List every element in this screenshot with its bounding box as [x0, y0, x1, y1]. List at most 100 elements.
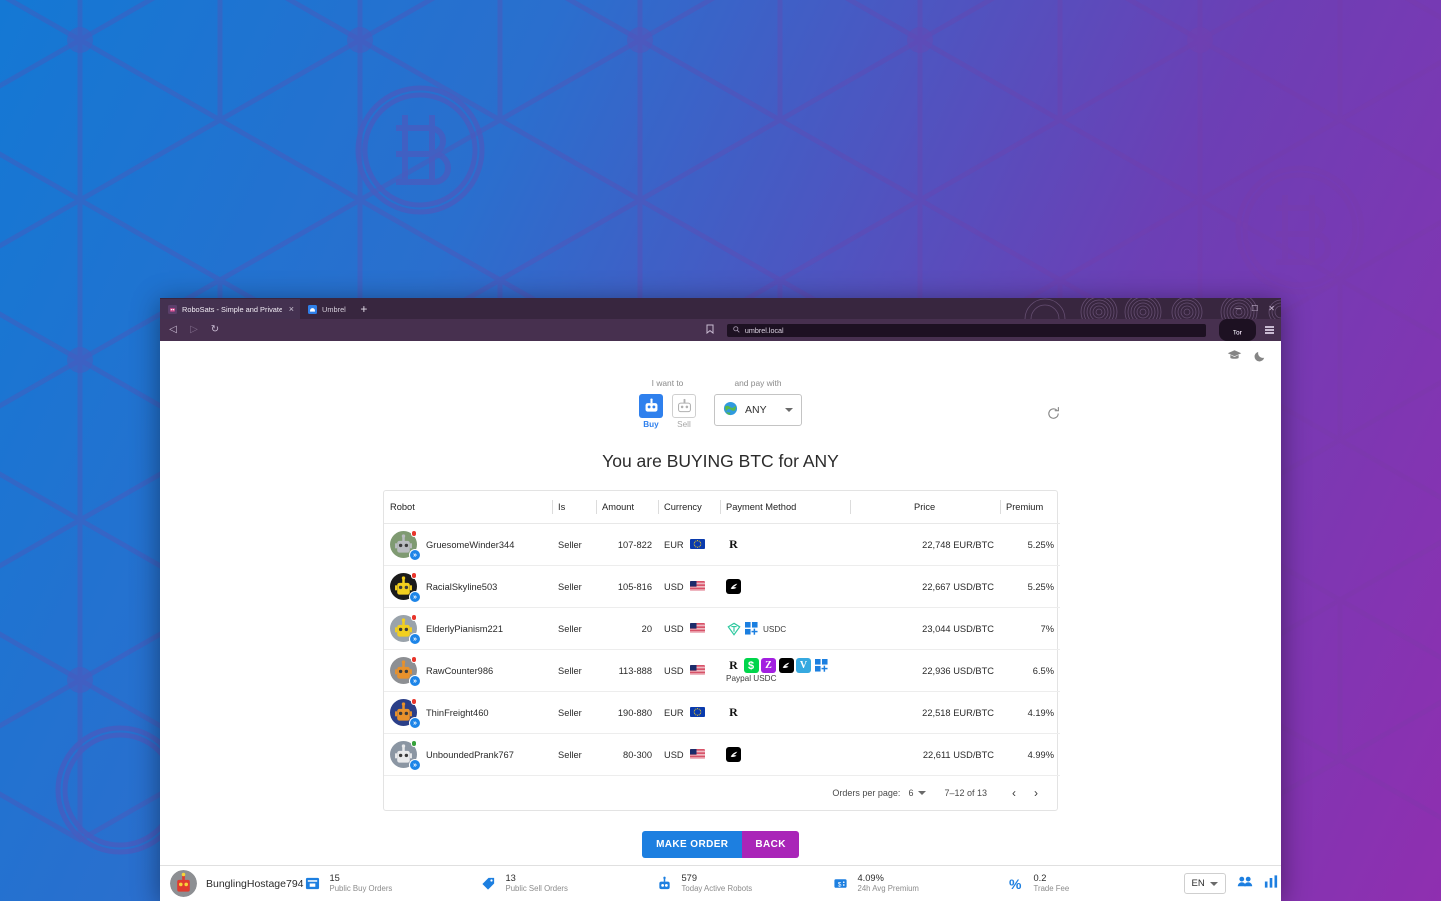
orders-table-card: Robot Is Amount Currency Payment Method …: [383, 490, 1060, 811]
table-row[interactable]: » RawCounter986 Seller 113-888 USD R $ Z V …: [384, 649, 1060, 692]
eu-flag: [690, 707, 706, 717]
svg-text:%: %: [1009, 876, 1022, 892]
table-row[interactable]: » ThinFreight460 Seller 190-880 EUR R 22…: [384, 691, 1060, 734]
graduation-cap-icon[interactable]: [1227, 349, 1242, 367]
avatar: »: [390, 656, 421, 687]
cell-payment-method: [720, 733, 850, 776]
search-icon: [733, 325, 740, 335]
robot-nickname: GruesomeWinder344: [426, 539, 515, 550]
cell-premium: 5.25%: [1000, 523, 1060, 566]
forward-button[interactable]: ▷: [190, 324, 198, 335]
hamburger-menu-icon[interactable]: [1265, 326, 1275, 334]
strike-icon: [726, 747, 741, 762]
profile-name: BunglingHostage794: [206, 877, 304, 890]
status-stat-price-tag: $ 4.09% 24h Avg Premium: [832, 873, 1008, 894]
status-stat-percent: % 0.2 Trade Fee: [1008, 873, 1184, 894]
status-stat-inbox: 15 Public Buy Orders: [304, 873, 480, 894]
chevron-double-right-icon: »: [409, 759, 421, 771]
col-header-spacer: [850, 491, 908, 524]
col-header-price[interactable]: Price: [908, 491, 1000, 524]
currency-select[interactable]: ANY: [714, 394, 802, 426]
tether-icon: [726, 621, 741, 636]
back-button-action[interactable]: BACK: [742, 831, 799, 858]
cell-amount: 105-816: [596, 565, 658, 608]
cell-payment-method: [720, 565, 850, 608]
orders-per-page-value: 6: [908, 788, 914, 798]
status-badge: [410, 614, 417, 621]
robot-nickname: ThinFreight460: [426, 707, 489, 718]
chevron-double-right-icon: »: [409, 591, 421, 603]
us-flag: [690, 581, 706, 591]
pagination-prev-button[interactable]: ‹: [1012, 786, 1016, 800]
price-tag-icon: $: [832, 875, 849, 892]
moon-icon[interactable]: [1254, 349, 1267, 367]
tab-close-icon[interactable]: ×: [288, 303, 294, 314]
robot-nickname: RacialSkyline503: [426, 581, 498, 592]
cell-spacer: [850, 649, 908, 692]
bar-chart-icon[interactable]: [1264, 874, 1278, 893]
cell-spacer: [850, 607, 908, 650]
window-minimize-icon[interactable]: ─: [1235, 303, 1242, 313]
tor-status-button[interactable]: Tor: [1218, 319, 1257, 341]
cell-price: 22,611 USD/BTC: [908, 733, 1000, 776]
percent-icon: %: [1008, 875, 1025, 892]
status-badge: [410, 698, 417, 705]
chevron-down-icon: [918, 791, 927, 795]
table-row[interactable]: » UnboundedPrank767 Seller 80-300 USD 22…: [384, 733, 1060, 776]
language-select[interactable]: EN: [1183, 873, 1226, 894]
user-profile[interactable]: BunglingHostage794: [170, 870, 304, 897]
us-flag: [690, 623, 706, 633]
orders-table: Robot Is Amount Currency Payment Method …: [384, 491, 1060, 776]
globe-icon: [723, 401, 738, 419]
cell-price: 22,667 USD/BTC: [908, 565, 1000, 608]
table-row[interactable]: » ElderlyPianism221 Seller 20 USD USDC 2…: [384, 607, 1060, 650]
cell-payment-method: R: [720, 691, 850, 734]
robot-nickname: UnboundedPrank767: [426, 749, 514, 760]
currency-code: USD: [664, 666, 684, 676]
cell-is: Seller: [552, 565, 596, 608]
browser-window: RoboSats - Simple and Private Bit × Umbr…: [160, 298, 1281, 901]
col-header-payment-method[interactable]: Payment Method: [720, 491, 850, 524]
orders-per-page-select[interactable]: 6: [908, 788, 927, 798]
window-close-icon[interactable]: ✕: [1268, 303, 1275, 313]
cell-robot: » RacialSkyline503: [384, 565, 552, 608]
chevron-double-right-icon: »: [409, 633, 421, 645]
table-row[interactable]: » RacialSkyline503 Seller 105-816 USD 22…: [384, 565, 1060, 608]
cell-robot: » GruesomeWinder344: [384, 523, 552, 566]
avatar: »: [390, 740, 421, 771]
orders-per-page-label: Orders per page:: [832, 788, 901, 798]
sell-toggle[interactable]: Sell: [672, 394, 696, 429]
page-viewport: I want to Buy Sell: [160, 341, 1281, 901]
cell-is: Seller: [552, 607, 596, 650]
new-tab-button[interactable]: +: [360, 302, 368, 316]
zelle-icon: Z: [761, 658, 776, 673]
us-flag: [690, 665, 706, 675]
browser-tab-umbrel[interactable]: Umbrel: [300, 299, 352, 319]
col-header-robot[interactable]: Robot: [384, 491, 552, 524]
col-header-amount[interactable]: Amount: [596, 491, 658, 524]
cell-robot: » ThinFreight460: [384, 691, 552, 734]
pagination-next-button[interactable]: ›: [1034, 786, 1038, 800]
bookmark-icon[interactable]: [706, 324, 714, 336]
cell-spacer: [850, 691, 908, 734]
make-order-button[interactable]: MAKE ORDER: [642, 831, 743, 858]
col-header-is[interactable]: Is: [552, 491, 596, 524]
reload-button[interactable]: ↻: [210, 324, 220, 335]
col-header-premium[interactable]: Premium: [1000, 491, 1060, 524]
browser-tab-title: Umbrel: [322, 304, 346, 314]
language-value: EN: [1191, 878, 1205, 889]
inbox-icon: [304, 875, 321, 892]
table-row[interactable]: » GruesomeWinder344 Seller 107-822 EUR R…: [384, 523, 1060, 566]
address-bar[interactable]: umbrel.local: [726, 323, 1206, 337]
buy-toggle[interactable]: Buy: [639, 394, 663, 429]
back-button[interactable]: ◁: [169, 324, 177, 335]
avatar: »: [390, 698, 421, 729]
people-icon[interactable]: [1237, 875, 1253, 893]
col-header-currency[interactable]: Currency: [658, 491, 720, 524]
refresh-button[interactable]: [1046, 406, 1061, 426]
cell-payment-method: USDC: [720, 607, 850, 650]
cell-currency: EUR: [658, 691, 720, 734]
browser-tab-robosats[interactable]: RoboSats - Simple and Private Bit ×: [160, 299, 300, 319]
stat-caption: Public Sell Orders: [505, 884, 568, 894]
window-maximize-icon[interactable]: ☐: [1251, 303, 1259, 313]
